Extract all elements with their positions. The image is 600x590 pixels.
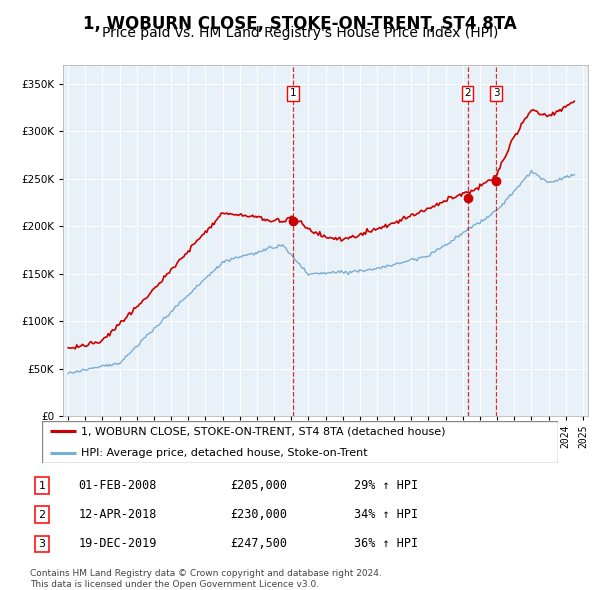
Text: Price paid vs. HM Land Registry's House Price Index (HPI): Price paid vs. HM Land Registry's House … bbox=[102, 26, 498, 40]
Text: £230,000: £230,000 bbox=[230, 508, 287, 522]
Text: 1, WOBURN CLOSE, STOKE-ON-TRENT, ST4 8TA (detached house): 1, WOBURN CLOSE, STOKE-ON-TRENT, ST4 8TA… bbox=[80, 427, 445, 436]
Text: 2: 2 bbox=[464, 88, 471, 99]
Text: 2: 2 bbox=[38, 510, 46, 520]
Text: 01-FEB-2008: 01-FEB-2008 bbox=[79, 479, 157, 492]
Text: Contains HM Land Registry data © Crown copyright and database right 2024.
This d: Contains HM Land Registry data © Crown c… bbox=[30, 569, 382, 589]
Text: 3: 3 bbox=[38, 539, 46, 549]
Text: 36% ↑ HPI: 36% ↑ HPI bbox=[354, 537, 418, 550]
Text: 1, WOBURN CLOSE, STOKE-ON-TRENT, ST4 8TA: 1, WOBURN CLOSE, STOKE-ON-TRENT, ST4 8TA bbox=[83, 15, 517, 33]
Text: £247,500: £247,500 bbox=[230, 537, 287, 550]
Text: £205,000: £205,000 bbox=[230, 479, 287, 492]
Text: 12-APR-2018: 12-APR-2018 bbox=[79, 508, 157, 522]
Text: 1: 1 bbox=[38, 481, 46, 490]
Text: 19-DEC-2019: 19-DEC-2019 bbox=[79, 537, 157, 550]
Text: 3: 3 bbox=[493, 88, 500, 99]
Text: HPI: Average price, detached house, Stoke-on-Trent: HPI: Average price, detached house, Stok… bbox=[80, 448, 367, 457]
Text: 34% ↑ HPI: 34% ↑ HPI bbox=[354, 508, 418, 522]
Text: 29% ↑ HPI: 29% ↑ HPI bbox=[354, 479, 418, 492]
Text: 1: 1 bbox=[289, 88, 296, 99]
